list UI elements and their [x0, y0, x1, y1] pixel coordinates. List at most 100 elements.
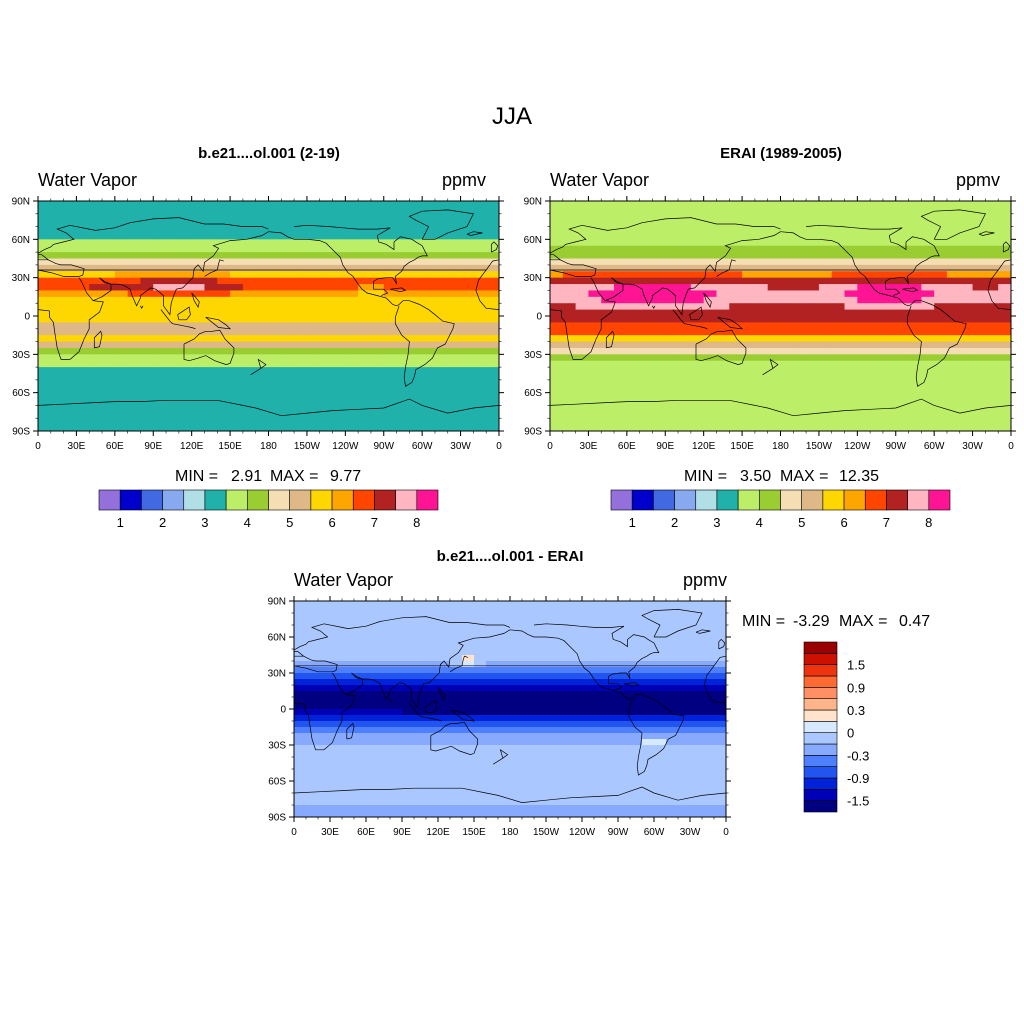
field-cell [460, 252, 474, 260]
coastline [902, 287, 919, 293]
colorbar-swatch [374, 489, 396, 511]
field-cell [153, 239, 167, 247]
field-cell [998, 341, 1011, 349]
field-cell [818, 264, 833, 272]
field-cell [665, 373, 679, 381]
field-cell [895, 360, 910, 368]
field-cell [318, 709, 331, 716]
field-cell [342, 655, 355, 662]
field-cell [396, 226, 410, 234]
field-cell [601, 284, 615, 292]
field-cell [153, 309, 167, 317]
field-cell [114, 264, 129, 272]
field-cell [342, 697, 355, 704]
field-cell [460, 379, 474, 387]
field-cell [153, 347, 167, 355]
field-cell [498, 805, 511, 812]
field-cell [268, 341, 282, 349]
field-cell [780, 386, 794, 394]
field-cell [366, 787, 379, 794]
field-cell [38, 264, 52, 272]
field-cell [191, 360, 206, 368]
coastline [713, 655, 726, 667]
field-cell [985, 201, 999, 208]
colorbar-swatch [801, 489, 824, 511]
field-cell [946, 309, 961, 317]
field-cell [614, 220, 628, 228]
field-cell [921, 411, 935, 419]
field-cell [558, 613, 571, 620]
field-cell [242, 418, 257, 426]
coastline [408, 702, 421, 717]
field-cell [255, 360, 270, 368]
field-cell [818, 220, 833, 228]
field-cell [447, 277, 462, 285]
field-cell [575, 341, 590, 349]
field-cell [626, 322, 641, 330]
field-cell [319, 341, 334, 349]
field-cell [230, 347, 244, 355]
field-cell [294, 264, 308, 272]
colorbar-swatch [247, 489, 269, 511]
field-cell [895, 277, 910, 285]
field-cell [358, 373, 372, 381]
field-cell [806, 284, 820, 292]
field-cell [972, 264, 986, 272]
field-cell [114, 252, 129, 260]
field-cell [601, 296, 615, 304]
coastline [550, 277, 616, 360]
field-cell [575, 245, 590, 253]
field-cell [546, 811, 559, 817]
field-cell [870, 277, 884, 285]
field-cell [895, 405, 910, 413]
field-cell [358, 290, 372, 298]
field-cell [895, 354, 910, 362]
field-cell [217, 328, 231, 336]
field-cell [102, 360, 116, 368]
field-cell [332, 316, 346, 323]
field-cell [342, 637, 355, 644]
field-cell [438, 763, 451, 770]
field-cell [642, 805, 655, 812]
field-cell [606, 679, 619, 686]
field-cell [89, 239, 103, 247]
lat-tick-label: 30S [12, 350, 30, 361]
field-cell [626, 245, 641, 253]
field-cell [908, 405, 922, 413]
field-cell [534, 667, 547, 674]
field-cell [959, 399, 974, 407]
colorbar-label: 1 [629, 515, 636, 530]
field-cell [204, 245, 218, 253]
field-cell [166, 309, 180, 317]
colorbar-swatch [416, 489, 439, 511]
field-cell [558, 601, 571, 608]
field-cell [140, 322, 154, 330]
field-cell [806, 220, 820, 228]
field-cell [614, 341, 628, 349]
field-cell [985, 220, 999, 228]
field-cell [742, 220, 756, 228]
coastline [689, 306, 703, 321]
field-cell [562, 239, 577, 247]
field-cell [780, 392, 794, 400]
colorbar: 1.50.90.30-0.3-0.9-1.5 [803, 641, 869, 813]
field-cell [178, 239, 193, 247]
field-cell [63, 424, 78, 431]
field-cell [460, 290, 474, 298]
field-cell [268, 354, 282, 362]
field-cell [102, 258, 116, 266]
field-cell [959, 271, 974, 279]
field-cell [972, 392, 986, 400]
coastline [424, 700, 438, 713]
field-cell [558, 775, 571, 782]
field-cell [473, 418, 487, 426]
field-cell [462, 703, 475, 710]
field-cell [460, 303, 474, 311]
field-cell [934, 360, 948, 368]
field-cell [38, 411, 52, 419]
field-cell [473, 341, 487, 349]
field-cell [601, 207, 615, 215]
field-cell [342, 715, 355, 722]
field-cell [742, 264, 756, 272]
field-cell [618, 607, 631, 614]
